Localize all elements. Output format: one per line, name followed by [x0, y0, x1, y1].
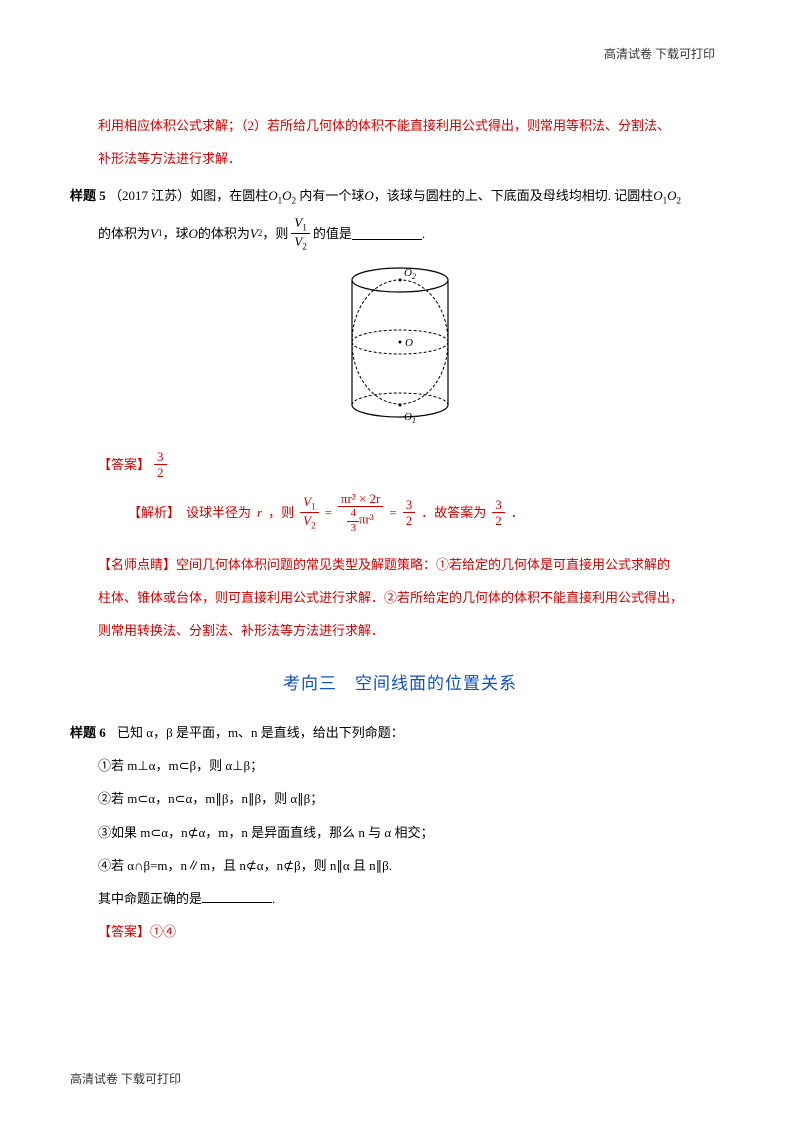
sol-3b: 3 — [492, 497, 505, 514]
problem6-item3: ③如果 m⊂α，n⊄α，m，n 是异面直线，那么 n 与 α 相交； — [70, 817, 730, 848]
p5-l2e: 的值是 — [313, 218, 352, 249]
problem5-line1: 样题 5 （2017 江苏）如图，在圆柱O1O2 内有一个球O，该球与圆柱的上、… — [70, 180, 730, 212]
sol-frac3: 3 2 — [403, 497, 416, 529]
solution5-label: 【解析】 — [128, 497, 180, 528]
solution5-r: r — [257, 497, 262, 528]
problem5-line2: 的体积为V1 ，球O的体积为V2 ，则 V1 V2 的值是. — [70, 215, 730, 253]
answer6-line: 【答案】①④ — [70, 916, 730, 947]
answer5-frac: 3 2 — [154, 449, 167, 481]
answer5-den: 2 — [154, 465, 167, 481]
sol-4: 4 — [347, 507, 359, 521]
v1: V — [150, 218, 158, 249]
eq2: = — [389, 497, 396, 528]
o1o2-a2: O — [653, 188, 662, 203]
cylinder-sphere-figure: O2 O O1 — [70, 260, 730, 436]
sol-3a: 3 — [403, 497, 416, 514]
solution5-period: ． — [511, 497, 524, 528]
solution5-t2: ，则 — [268, 497, 294, 528]
sol-2b: 2 — [492, 513, 505, 529]
solution5-t1: 设球半径为 — [186, 497, 251, 528]
p5-l2c: 的体积为 — [198, 218, 250, 249]
ball-o2: O — [188, 218, 197, 249]
problem6-item4: ④若 α∩β=m，n∥m，且 n⊄α，n⊄β，则 n∥α 且 n∥β. — [70, 850, 730, 881]
p6-ask: 其中命题正确的是 — [98, 891, 202, 906]
note5-line2: 柱体、锥体或台体，则可直接利用公式进行求解．②若所给定的几何体的体积不能直接利用… — [70, 582, 730, 613]
blank-1 — [352, 227, 422, 240]
p5-l2b: ，球 — [162, 218, 188, 249]
eq1: = — [325, 497, 332, 528]
answer5-label: 【答案】 — [98, 449, 150, 480]
note5-line1: 【名师点睛】空间几何体体积问题的常见类型及解题策略：①若给定的几何体是可直接用公… — [70, 549, 730, 580]
sol-3: 3 — [347, 522, 359, 535]
problem6-line1: 样题 6 已知 α，β 是平面，m、n 是直线，给出下列命题： — [70, 717, 730, 748]
intro-red-line2: 补形法等方法进行求解． — [70, 143, 730, 174]
p5-mid1: 内有一个球 — [299, 188, 364, 203]
o1o2-sub2: 2 — [292, 196, 297, 206]
o1o2-sub2b: 2 — [677, 196, 682, 206]
sol-v2: V — [303, 513, 311, 528]
frac-v1sub: 1 — [302, 222, 307, 232]
section3-title: 考向三 空间线面的位置关系 — [70, 664, 730, 705]
blank-2 — [202, 890, 272, 903]
p5-l2d: ，则 — [262, 218, 288, 249]
solution5-t3: ．故答案为 — [421, 497, 486, 528]
sol-mid-num: πr² × 2r — [338, 491, 383, 508]
problem6-item2: ②若 m⊂α，n⊂α，m∥β，n∥β，则 α∥β； — [70, 783, 730, 814]
sol-v1s: 1 — [311, 501, 316, 511]
problem5-label: 样题 5 — [70, 188, 106, 203]
solution5-line: 【解析】 设球半径为 r ，则 V1 V2 = πr² × 2r 4 3 πr³… — [70, 491, 730, 535]
frac-v1v2: V1 V2 — [291, 215, 309, 253]
note5-t1: 空间几何体体积问题的常见类型及解题策略：①若给定的几何体是可直接用公式求解的 — [176, 557, 670, 572]
sol-mid-den: 4 3 πr³ — [338, 507, 383, 534]
note5-label: 【名师点睛】 — [98, 557, 176, 572]
sol-frac2: πr² × 2r 4 3 πr³ — [338, 491, 383, 535]
o1o2-a: O — [268, 188, 277, 203]
p5-mid2: ，该球与圆柱的上、下底面及母线均相切. 记圆柱 — [374, 188, 654, 203]
problem6-ask: 其中命题正确的是. — [70, 883, 730, 914]
answer6-label: 【答案】 — [98, 924, 150, 939]
problem6-label: 样题 6 — [70, 725, 106, 740]
o1o2-b: O — [282, 188, 291, 203]
answer5-line: 【答案】 3 2 — [70, 449, 730, 481]
problem6-item1: ①若 m⊥α，m⊂β，则 α⊥β； — [70, 750, 730, 781]
sol-2a: 2 — [403, 513, 416, 529]
p6-period: . — [272, 891, 275, 906]
answer6-text: ①④ — [150, 924, 176, 939]
page-content: 利用相应体积公式求解；（2）若所给几何体的体积不能直接利用公式得出，则常用等积法… — [70, 110, 730, 947]
sol-pir3: πr³ — [359, 512, 374, 527]
o1o2-b2: O — [667, 188, 676, 203]
sol-v2s: 2 — [311, 521, 316, 531]
intro-red-line1: 利用相应体积公式求解；（2）若所给几何体的体积不能直接利用公式得出，则常用等积法… — [70, 110, 730, 141]
sol-frac1: V1 V2 — [300, 494, 318, 532]
sol-frac4: 3 2 — [492, 497, 505, 529]
problem5-source: （2017 江苏）如图，在圆柱 — [109, 188, 268, 203]
problem6-intro: 已知 α，β 是平面，m、n 是直线，给出下列命题： — [117, 725, 404, 740]
v2: V — [250, 218, 258, 249]
fig-o: O — [405, 337, 413, 349]
note5-line3: 则常用转换法、分割法、补形法等方法进行求解． — [70, 615, 730, 646]
frac-v2sub: 2 — [302, 242, 307, 252]
header-right: 高清试卷 下载可打印 — [604, 45, 715, 62]
ball-o: O — [364, 188, 373, 203]
sol-v1: V — [303, 494, 311, 509]
p5-period: . — [422, 218, 425, 249]
fig-o1: O1 — [404, 411, 416, 425]
footer-left: 高清试卷 下载可打印 — [70, 1070, 181, 1087]
answer5-num: 3 — [154, 449, 167, 466]
p5-l2a: 的体积为 — [98, 218, 150, 249]
